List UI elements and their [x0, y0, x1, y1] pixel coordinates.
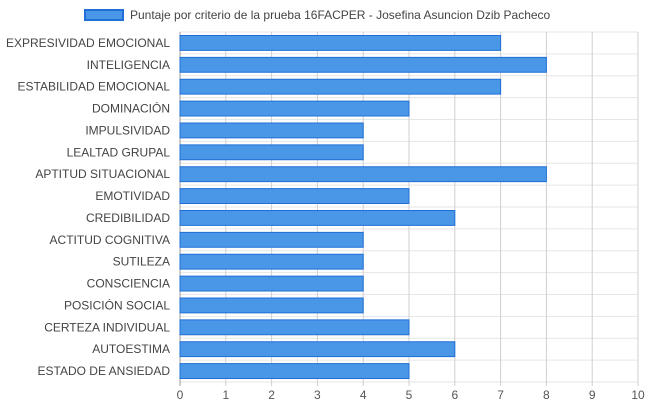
bar[interactable] [179, 188, 410, 204]
category-label: CERTEZA INDIVIDUAL [44, 320, 170, 334]
category-label: LEALTAD GRUPAL [67, 145, 171, 159]
x-tick-label: 7 [497, 388, 504, 402]
x-tick-label: 9 [589, 388, 596, 402]
x-tick-label: 10 [631, 388, 645, 402]
bar[interactable] [179, 122, 364, 139]
category-label: INTELIGENCIA [87, 58, 170, 72]
bar[interactable] [179, 35, 502, 51]
bar[interactable] [179, 78, 502, 95]
bar[interactable] [179, 100, 410, 117]
bar[interactable] [179, 210, 456, 226]
category-label: SUTILEZA [113, 255, 170, 269]
category-label: EXPRESIVIDAD EMOCIONAL [6, 36, 170, 50]
x-tick-label: 5 [406, 388, 413, 402]
bar[interactable] [179, 231, 364, 248]
bar[interactable] [179, 166, 547, 183]
category-label: ESTABILIDAD EMOCIONAL [18, 80, 171, 94]
x-tick-label: 4 [360, 388, 367, 402]
legend-swatch [84, 9, 124, 21]
category-label: POSICIÓN SOCIAL [64, 297, 170, 312]
category-label: CONSCIENCIA [87, 277, 170, 291]
category-label: DOMINACIÓN [92, 101, 170, 116]
bar[interactable] [179, 275, 364, 292]
bar[interactable] [179, 319, 410, 336]
x-tick-label: 6 [451, 388, 458, 402]
category-label: CREDIBILIDAD [86, 211, 170, 225]
x-tick-label: 2 [268, 388, 275, 402]
x-tick-label: 8 [543, 388, 550, 402]
category-label: ACTITUD COGNITIVA [50, 233, 170, 247]
bar[interactable] [179, 253, 364, 270]
chart-legend[interactable]: Puntaje por criterio de la prueba 16FACP… [84, 6, 550, 24]
category-label: EMOTIVIDAD [95, 189, 170, 203]
bar[interactable] [179, 56, 547, 73]
x-tick-label: 3 [314, 388, 321, 402]
x-tick-label: 1 [222, 388, 229, 402]
category-label: APTITUD SITUACIONAL [35, 167, 170, 181]
bar[interactable] [179, 363, 410, 379]
category-label: AUTOESTIMA [92, 342, 170, 356]
bar[interactable] [179, 144, 364, 161]
category-label: IMPULSIVIDAD [85, 123, 170, 137]
bar[interactable] [179, 297, 364, 314]
legend-label: Puntaje por criterio de la prueba 16FACP… [130, 8, 551, 22]
category-label: ESTADO DE ANSIEDAD [38, 364, 171, 378]
x-tick-label: 0 [177, 388, 184, 402]
bar[interactable] [179, 341, 456, 358]
